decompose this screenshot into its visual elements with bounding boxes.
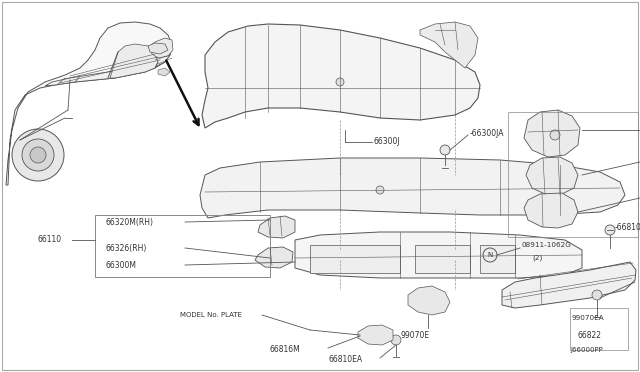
Bar [508,112,638,237]
Text: 66110: 66110 [38,235,62,244]
Bar [415,245,470,273]
Polygon shape [202,24,480,128]
Polygon shape [502,262,636,308]
Circle shape [391,335,401,345]
Text: 66810EA: 66810EA [329,356,363,365]
Bar [480,245,515,273]
Text: -66300JA: -66300JA [470,128,504,138]
Text: -66810E: -66810E [615,224,640,232]
Text: 66300M: 66300M [105,260,136,269]
Circle shape [336,78,344,86]
Polygon shape [526,157,578,195]
Bar [570,308,628,350]
Circle shape [605,225,615,235]
Circle shape [592,290,602,300]
Circle shape [30,147,46,163]
Polygon shape [158,68,170,76]
Text: 99070EA: 99070EA [572,315,605,321]
Circle shape [12,129,64,181]
Polygon shape [408,286,450,315]
Polygon shape [295,232,582,278]
Bar [310,245,400,273]
Polygon shape [358,325,393,345]
Polygon shape [110,44,158,78]
Polygon shape [420,22,478,68]
Polygon shape [255,247,293,268]
Circle shape [22,139,54,171]
Polygon shape [524,193,578,228]
Polygon shape [45,45,172,86]
Text: 66326(RH): 66326(RH) [105,244,147,253]
Circle shape [376,186,384,194]
Circle shape [440,145,450,155]
Polygon shape [200,158,625,218]
Text: 99070E: 99070E [401,331,429,340]
Text: 66320M(RH): 66320M(RH) [105,218,153,227]
Polygon shape [148,43,168,54]
Polygon shape [150,38,173,58]
Text: (2): (2) [532,255,542,261]
Text: MODEL No. PLATE: MODEL No. PLATE [180,312,242,318]
Polygon shape [258,216,295,238]
Text: 66300J: 66300J [374,138,401,147]
Bar [95,215,270,277]
Text: J66000PP: J66000PP [570,347,603,353]
Polygon shape [524,110,580,157]
Text: 08911-1062G: 08911-1062G [522,242,572,248]
Polygon shape [6,22,172,185]
Text: 66816M: 66816M [269,346,300,355]
Circle shape [550,130,560,140]
Text: 66822: 66822 [578,330,602,340]
Text: N: N [488,252,493,258]
